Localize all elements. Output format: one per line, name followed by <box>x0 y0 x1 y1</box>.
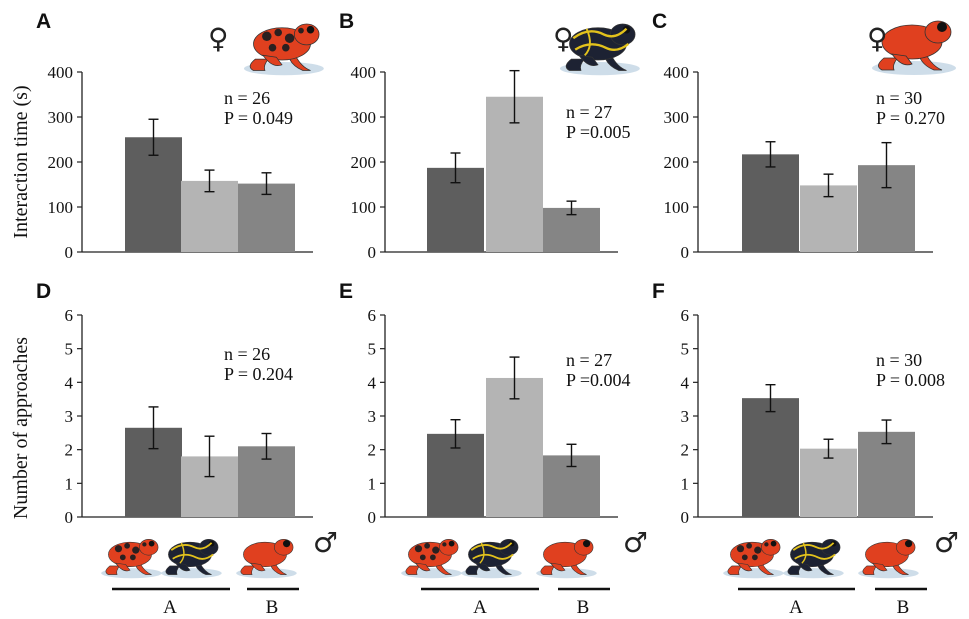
y-tick-label: 200 <box>664 153 690 172</box>
y-tick-label: 5 <box>368 340 377 359</box>
y-tick-label: 6 <box>65 306 74 325</box>
male-symbol: ♂ <box>934 526 959 559</box>
banded-yellow-frog-icon <box>560 23 640 76</box>
y-tick-label: 6 <box>681 306 690 325</box>
sample-size-label: n = 27 <box>566 102 612 122</box>
y-tick-label: 5 <box>681 340 690 359</box>
y-tick-label: 2 <box>65 441 74 460</box>
bar <box>742 398 799 517</box>
bar <box>800 448 857 517</box>
y-tick-label: 0 <box>368 243 377 262</box>
banded-yellow-frog-icon <box>461 539 522 579</box>
y-tick-label: 0 <box>681 508 690 527</box>
panel-f: F 0 1 2 3 4 5 6 n = 30P = 0.008 <box>652 280 945 527</box>
bar <box>181 180 238 252</box>
y-tick-label: 2 <box>681 441 690 460</box>
panel-label: B <box>339 10 354 33</box>
female-symbol: ♀ <box>867 22 888 55</box>
sample-size-label: n = 30 <box>876 350 922 370</box>
ylabel-interaction-time: Interaction time (s) <box>10 85 32 238</box>
banded-yellow-frog-icon <box>783 539 844 579</box>
y-tick-label: 200 <box>48 153 74 172</box>
group-b-label: B <box>897 597 910 618</box>
bar <box>742 154 799 252</box>
y-tick-label: 4 <box>65 373 74 392</box>
female-symbol: ♀ <box>553 22 574 55</box>
bar <box>125 137 182 252</box>
y-tick-label: 1 <box>65 474 74 493</box>
y-tick-label: 4 <box>368 373 377 392</box>
y-tick-label: 1 <box>368 474 377 493</box>
y-tick-label: 400 <box>664 63 690 82</box>
y-tick-label: 100 <box>664 198 690 217</box>
y-tick-label: 300 <box>664 108 690 127</box>
y-tick-label: 5 <box>65 340 74 359</box>
y-tick-label: 6 <box>368 306 377 325</box>
ylabel-approaches: Number of approaches <box>10 337 32 519</box>
panel-label: D <box>36 280 51 303</box>
red-spotted-frog-icon <box>244 23 324 76</box>
male-symbol: ♂ <box>623 526 648 559</box>
female-symbol: ♀ <box>208 22 229 55</box>
bar <box>858 431 915 517</box>
y-tick-label: 3 <box>681 407 690 426</box>
group-a-label: A <box>789 597 803 618</box>
p-value-label: P = 0.270 <box>876 108 945 128</box>
y-tick-label: 300 <box>351 108 377 127</box>
y-tick-label: 0 <box>65 508 74 527</box>
y-tick-label: 200 <box>351 153 377 172</box>
sample-size-label: n = 27 <box>566 350 612 370</box>
banded-yellow-frog-icon <box>161 539 222 579</box>
y-tick-label: 100 <box>48 198 74 217</box>
sample-size-label: n = 26 <box>224 344 270 364</box>
red-spotted-frog-icon <box>723 539 784 579</box>
y-tick-label: 3 <box>65 407 74 426</box>
group-b-label: B <box>266 597 279 618</box>
y-tick-label: 300 <box>48 108 74 127</box>
panel-e: E 0 1 2 3 4 5 6 n = 27P =0.004 <box>339 280 631 527</box>
group-a-label: A <box>163 597 177 618</box>
panel-a: A 0 100 200 300 400 n = 26P = 0.049 <box>36 10 313 262</box>
p-value-label: P = 0.008 <box>876 370 945 390</box>
red-spotted-frog-icon <box>101 539 162 579</box>
frog-illustrations: ♀ ♀ ♀ A B ♂ A B ♂ A B ♂ <box>101 20 959 618</box>
red-frog-icon <box>236 539 297 579</box>
group-b-label: B <box>577 597 590 618</box>
red-frog-icon <box>872 20 956 75</box>
panel-d: D 0 1 2 3 4 5 6 n = 26P = 0.204 <box>36 280 313 527</box>
panel-label: F <box>652 280 665 303</box>
y-tick-label: 0 <box>368 508 377 527</box>
red-frog-icon <box>536 539 597 579</box>
group-a-label: A <box>473 597 487 618</box>
panel-b: B 0 100 200 300 400 n = 27P =0.005 <box>339 10 631 262</box>
panel-c: C 0 100 200 300 400 n = 30P = 0.270 <box>652 10 945 262</box>
red-spotted-frog-icon <box>401 539 462 579</box>
p-value-label: P = 0.049 <box>224 108 293 128</box>
y-tick-label: 1 <box>681 474 690 493</box>
y-tick-label: 3 <box>368 407 377 426</box>
y-tick-label: 100 <box>351 198 377 217</box>
y-tick-label: 400 <box>351 63 377 82</box>
y-tick-label: 4 <box>681 373 690 392</box>
y-tick-label: 2 <box>368 441 377 460</box>
sample-size-label: n = 26 <box>224 88 270 108</box>
panel-label: C <box>652 10 667 33</box>
red-frog-icon <box>858 539 919 579</box>
p-value-label: P = 0.204 <box>224 364 293 384</box>
panel-label: A <box>36 10 51 33</box>
panel-label: E <box>339 280 353 303</box>
bar <box>486 377 543 517</box>
y-tick-label: 0 <box>65 243 74 262</box>
p-value-label: P =0.004 <box>566 370 631 390</box>
y-tick-label: 400 <box>48 63 74 82</box>
male-symbol: ♂ <box>313 526 338 559</box>
sample-size-label: n = 30 <box>876 88 922 108</box>
p-value-label: P =0.005 <box>566 122 631 142</box>
y-tick-label: 0 <box>681 243 690 262</box>
